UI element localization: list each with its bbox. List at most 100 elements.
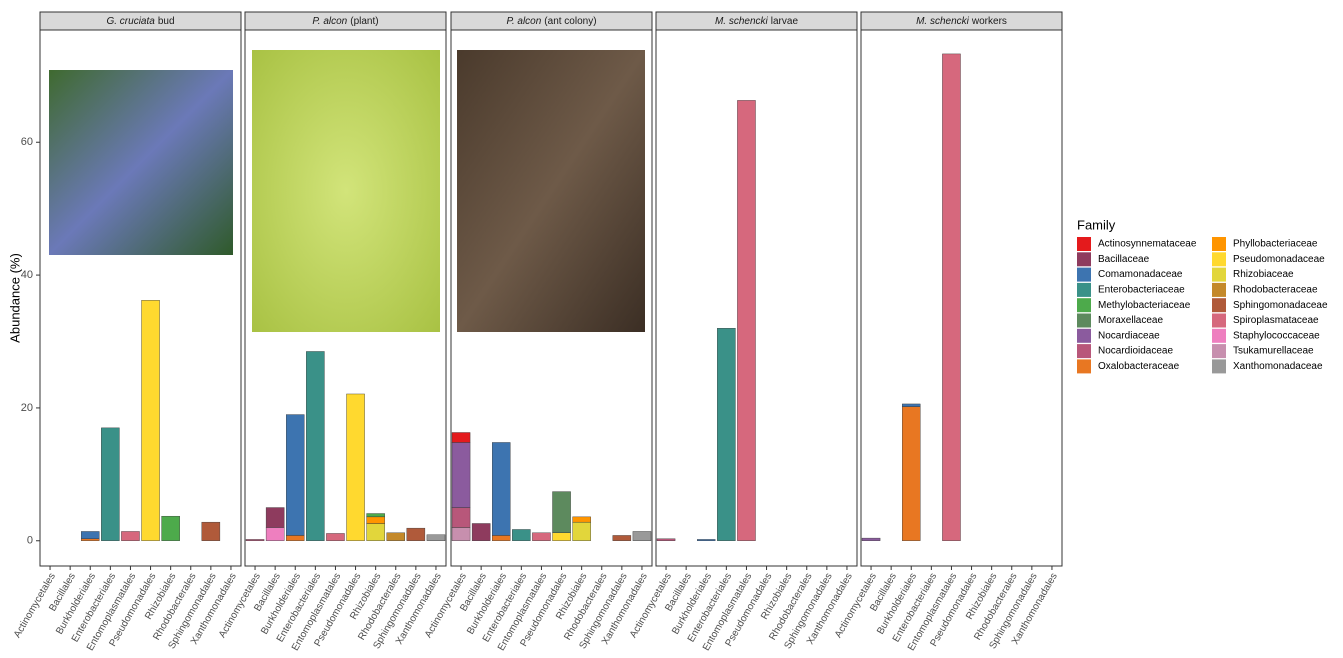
strip-title: M. schencki larvae (715, 16, 798, 27)
bar-segment (512, 529, 531, 541)
legend-swatch (1212, 267, 1226, 282)
bar-segment (161, 515, 180, 541)
bar-segment (306, 351, 325, 541)
legend-swatch (1077, 344, 1091, 359)
legend-label: Rhizobiaceae (1233, 269, 1294, 280)
legend-label: Phyllobacteriaceae (1233, 239, 1318, 250)
bar-segment (697, 539, 716, 541)
bar-segment (406, 527, 426, 541)
legend-swatch (1212, 344, 1226, 359)
bar-segment (717, 328, 736, 541)
strip (860, 11, 1063, 31)
legend-label: Tsukamurellaceae (1233, 346, 1314, 357)
legend-label: Pseudomonadaceae (1233, 254, 1325, 265)
strip-title-species: M. schencki (916, 16, 970, 27)
strip-title-sample: (plant) (350, 16, 378, 27)
legend-label: Methylobacteriaceae (1098, 300, 1191, 311)
legend-swatch (1212, 237, 1226, 251)
bar-segment (572, 516, 591, 523)
photo (457, 50, 645, 332)
legend-label: Xanthomonadaceae (1233, 361, 1323, 372)
legend-swatch (1077, 298, 1091, 313)
bar-segment (451, 527, 471, 541)
legend-label: Nocardioidaceae (1098, 346, 1173, 357)
strip-title-sample: (ant colony) (544, 16, 596, 27)
bar-segment (902, 403, 921, 407)
y-tick-label: 20 (21, 402, 33, 414)
legend-swatch (1077, 359, 1091, 374)
bar-segment (201, 521, 221, 541)
bar-segment (612, 535, 632, 541)
bar-segment (366, 523, 385, 541)
bar-segment (492, 442, 511, 536)
legend-swatch (1077, 267, 1091, 282)
bar-segment (265, 527, 285, 541)
bar-segment (121, 531, 140, 541)
legend-swatch (1212, 282, 1226, 297)
bar-segment (451, 432, 471, 443)
legend-swatch (1212, 252, 1226, 267)
bar-segment (532, 532, 551, 541)
bar-segment (902, 406, 921, 541)
strip-title-sample: bud (158, 16, 175, 27)
legend-label: Spiroplasmataceae (1233, 315, 1319, 326)
legend-swatch (1077, 252, 1091, 267)
legend-label: Comamonadaceae (1098, 269, 1183, 280)
bar-segment (572, 521, 591, 541)
strip-title-species: P. alcon (506, 16, 541, 27)
legend-label: Rhodobacteraceae (1233, 285, 1318, 296)
bar-segment (552, 491, 571, 533)
legend-title: Family (1077, 217, 1116, 232)
bar-segment (101, 427, 120, 541)
strip-title: G. cruciata bud (106, 16, 174, 27)
bar-segment (386, 532, 405, 541)
y-tick-label: 0 (27, 535, 33, 547)
legend-label: Sphingomonadaceae (1233, 300, 1328, 311)
bar-segment (366, 513, 385, 518)
y-tick-label: 60 (21, 136, 33, 148)
legend-swatch (1077, 282, 1091, 297)
legend-swatch (1077, 328, 1091, 343)
bar-segment (141, 300, 160, 541)
bar-segment (366, 516, 385, 524)
strip-title-species: G. cruciata (106, 16, 155, 27)
bar-segment (492, 535, 511, 541)
y-axis-label: Abundance (%) (7, 253, 22, 343)
y-tick-label: 40 (21, 269, 33, 281)
photo (49, 70, 233, 255)
strip (39, 11, 242, 31)
bar-segment (632, 531, 652, 541)
bar-segment (346, 393, 365, 541)
legend-swatch (1077, 313, 1091, 328)
bar-segment (81, 531, 100, 539)
bar-segment (656, 538, 676, 541)
bar-segment (286, 535, 305, 541)
strip-title-species: P. alcon (312, 16, 347, 27)
bar-segment (286, 414, 305, 536)
bar-segment (552, 532, 571, 541)
bar-segment (426, 534, 446, 541)
strip (655, 11, 858, 31)
strip (244, 11, 447, 31)
legend-swatch (1212, 313, 1226, 328)
bar-segment (81, 538, 100, 541)
legend-label: Enterobacteriaceae (1098, 285, 1185, 296)
bar-segment (245, 539, 265, 541)
panel-background (860, 29, 1063, 567)
bar-segment (326, 533, 345, 541)
strip-title-sample: workers (971, 16, 1007, 27)
bar-segment (265, 507, 285, 528)
panel-background (655, 29, 858, 567)
legend-swatch (1077, 237, 1091, 251)
legend-swatch (1212, 298, 1226, 313)
legend-swatch (1212, 328, 1226, 343)
strip-title-species: M. schencki (715, 16, 769, 27)
strip (450, 11, 653, 31)
legend-label: Actinosynnemataceae (1098, 239, 1197, 250)
legend-label: Bacillaceae (1098, 254, 1150, 265)
legend-swatch (1212, 359, 1226, 374)
legend-label: Moraxellaceae (1098, 315, 1163, 326)
legend-label: Nocardiaceae (1098, 330, 1160, 341)
bar-segment (737, 100, 756, 541)
